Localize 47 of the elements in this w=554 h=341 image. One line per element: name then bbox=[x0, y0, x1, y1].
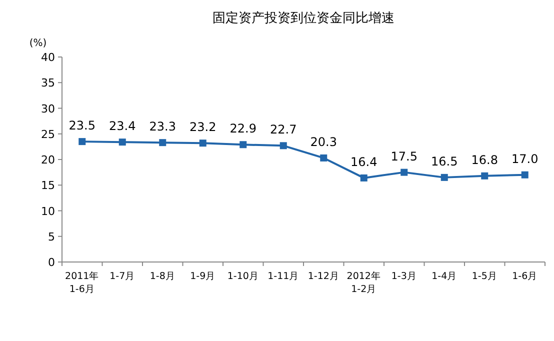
x-tick-label: 2012年 1-2月 bbox=[346, 270, 381, 295]
x-tick-label: 1-11月 bbox=[268, 271, 300, 282]
data-label: 22.7 bbox=[270, 122, 297, 137]
point bbox=[360, 174, 368, 182]
y-tick-label: 20 bbox=[41, 154, 55, 166]
y-tick-label: 15 bbox=[41, 179, 55, 192]
point bbox=[78, 138, 86, 146]
x-tick-label: 1-10月 bbox=[227, 271, 259, 282]
data-label: 23.2 bbox=[190, 120, 216, 134]
point bbox=[440, 174, 448, 181]
x-tick-label: 1-8月 bbox=[150, 271, 176, 282]
point bbox=[481, 172, 488, 180]
y-axis-title: (%) bbox=[29, 38, 47, 49]
y-tick-label: 5 bbox=[48, 230, 55, 244]
point bbox=[400, 168, 408, 176]
x-tick-label: 1-6月 bbox=[512, 271, 538, 282]
point bbox=[118, 138, 126, 146]
point bbox=[199, 140, 206, 147]
data-label: 23.4 bbox=[109, 119, 136, 134]
y-tick-label: 25 bbox=[41, 128, 55, 141]
data-label: 16.4 bbox=[350, 154, 378, 169]
point bbox=[240, 141, 247, 148]
x-tick-label: 1-12月 bbox=[308, 271, 340, 282]
y-tick-label: 30 bbox=[41, 102, 55, 116]
point bbox=[159, 139, 166, 146]
y-tick-label: 10 bbox=[41, 204, 55, 218]
data-label: 23.3 bbox=[149, 120, 176, 134]
x-tick-label: 1-3月 bbox=[391, 271, 417, 282]
x-tick-label: 1-7月 bbox=[110, 271, 136, 282]
y-tick-label: 0 bbox=[48, 256, 55, 269]
x-tick-label: 1-4月 bbox=[432, 271, 458, 282]
data-label: 23.5 bbox=[68, 118, 96, 133]
point bbox=[280, 142, 287, 150]
x-tick-label: 2011年 1-6月 bbox=[65, 270, 100, 295]
x-tick-label: 1-5月 bbox=[472, 271, 498, 282]
chart-title: 固定资产投资到位资金同比增速 bbox=[212, 11, 394, 26]
data-label: 16.5 bbox=[431, 154, 458, 168]
point bbox=[320, 154, 328, 162]
data-label: 17.5 bbox=[390, 149, 418, 164]
data-label: 22.9 bbox=[230, 122, 256, 136]
x-tick-label: 1-9月 bbox=[190, 271, 216, 282]
y-tick-label: 40 bbox=[41, 51, 55, 64]
data-label: 16.8 bbox=[471, 152, 498, 167]
data-label: 20.3 bbox=[310, 134, 337, 149]
y-tick-label: 35 bbox=[41, 76, 55, 90]
point bbox=[521, 171, 528, 178]
data-label: 17.0 bbox=[512, 152, 538, 166]
